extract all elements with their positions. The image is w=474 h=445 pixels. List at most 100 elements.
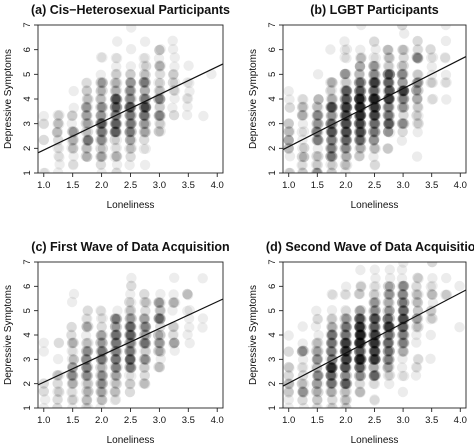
scatter-point	[97, 346, 108, 357]
scatter-point	[327, 110, 338, 121]
scatter-point	[340, 304, 351, 316]
scatter-point	[97, 354, 109, 365]
scatter-point	[397, 93, 408, 105]
scatter-point	[326, 386, 337, 398]
scatter-point	[369, 305, 380, 317]
scatter-point	[341, 394, 352, 405]
scatter-point	[356, 281, 367, 292]
scatter-point	[326, 134, 337, 146]
scatter-point	[382, 69, 393, 80]
scatter-point	[339, 394, 351, 406]
scatter-point	[382, 313, 394, 324]
scatter-point	[367, 306, 379, 317]
scatter-point	[124, 101, 135, 113]
scatter-point	[370, 102, 382, 113]
scatter-point	[354, 362, 365, 373]
scatter-point	[341, 322, 352, 333]
scatter-point	[154, 305, 166, 316]
scatter-point	[370, 101, 382, 113]
scatter-point	[326, 345, 337, 357]
scatter-point	[340, 321, 351, 332]
scatter-point	[68, 346, 79, 357]
scatter-point	[368, 93, 379, 104]
scatter-point	[97, 85, 108, 97]
scatter-point	[168, 110, 180, 121]
scatter-point	[109, 353, 121, 365]
scatter-point	[368, 77, 379, 89]
scatter-point	[96, 330, 108, 341]
scatter-point	[327, 102, 338, 114]
scatter-point	[383, 126, 394, 138]
scatter-point	[140, 338, 152, 349]
scatter-point	[370, 296, 382, 308]
scatter-point	[68, 354, 80, 365]
scatter-point	[124, 321, 136, 332]
scatter-point	[311, 378, 322, 390]
scatter-point	[441, 94, 452, 105]
scatter-point	[140, 52, 151, 64]
scatter-point	[182, 329, 193, 340]
scatter-point	[139, 296, 150, 308]
scatter-point	[83, 321, 94, 332]
scatter-point	[354, 94, 365, 105]
scatter-point	[311, 338, 322, 349]
scatter-point	[111, 68, 123, 80]
scatter-point	[110, 353, 121, 365]
scatter-points	[38, 25, 217, 173]
scatter-point	[299, 151, 310, 163]
scatter-point	[439, 52, 451, 63]
scatter-point	[112, 353, 123, 364]
scatter-point	[83, 386, 94, 397]
scatter-point	[382, 346, 393, 357]
scatter-point	[355, 313, 366, 324]
scatter-point	[124, 110, 135, 121]
scatter-point	[412, 35, 423, 47]
scatter-point	[67, 337, 78, 348]
scatter-point	[354, 337, 366, 348]
scatter-point	[339, 370, 351, 381]
scatter-point	[327, 387, 338, 398]
scatter-point	[139, 338, 150, 349]
scatter-point	[154, 126, 165, 137]
scatter-point	[355, 354, 366, 366]
scatter-point	[397, 353, 408, 364]
scatter-point	[383, 110, 395, 121]
scatter-point	[313, 370, 324, 381]
scatter-point	[154, 44, 165, 56]
scatter-point	[369, 109, 380, 121]
scatter-point	[182, 101, 193, 112]
scatter-point	[355, 126, 367, 137]
y-axis-label: Depressive Symptoms	[3, 49, 14, 149]
scatter-point	[384, 52, 395, 63]
scatter-point	[412, 101, 424, 112]
scatter-point	[368, 346, 380, 357]
scatter-point	[355, 353, 366, 364]
scatter-point	[313, 94, 324, 105]
scatter-point	[396, 68, 407, 80]
scatter-point	[313, 386, 324, 398]
scatter-point	[82, 151, 93, 163]
scatter-point	[96, 306, 107, 317]
scatter-point	[383, 77, 394, 88]
scatter-point	[53, 337, 64, 348]
scatter-point	[369, 126, 380, 138]
scatter-point	[327, 126, 338, 138]
scatter-point	[154, 94, 166, 105]
scatter-point	[384, 102, 395, 113]
scatter-point	[109, 330, 121, 341]
scatter-point	[382, 93, 394, 104]
scatter-point	[340, 118, 351, 129]
scatter-point	[97, 151, 108, 162]
scatter-point	[325, 151, 336, 162]
scatter-point	[111, 118, 122, 129]
scatter-point	[312, 346, 323, 357]
scatter-point	[96, 361, 108, 373]
scatter-point	[411, 93, 423, 104]
scatter-point	[368, 110, 379, 121]
scatter-point	[154, 45, 165, 56]
scatter-point	[125, 85, 137, 96]
scatter-point	[138, 53, 149, 64]
scatter-point	[155, 94, 166, 105]
scatter-point	[427, 262, 438, 268]
scatter-point	[153, 126, 164, 137]
